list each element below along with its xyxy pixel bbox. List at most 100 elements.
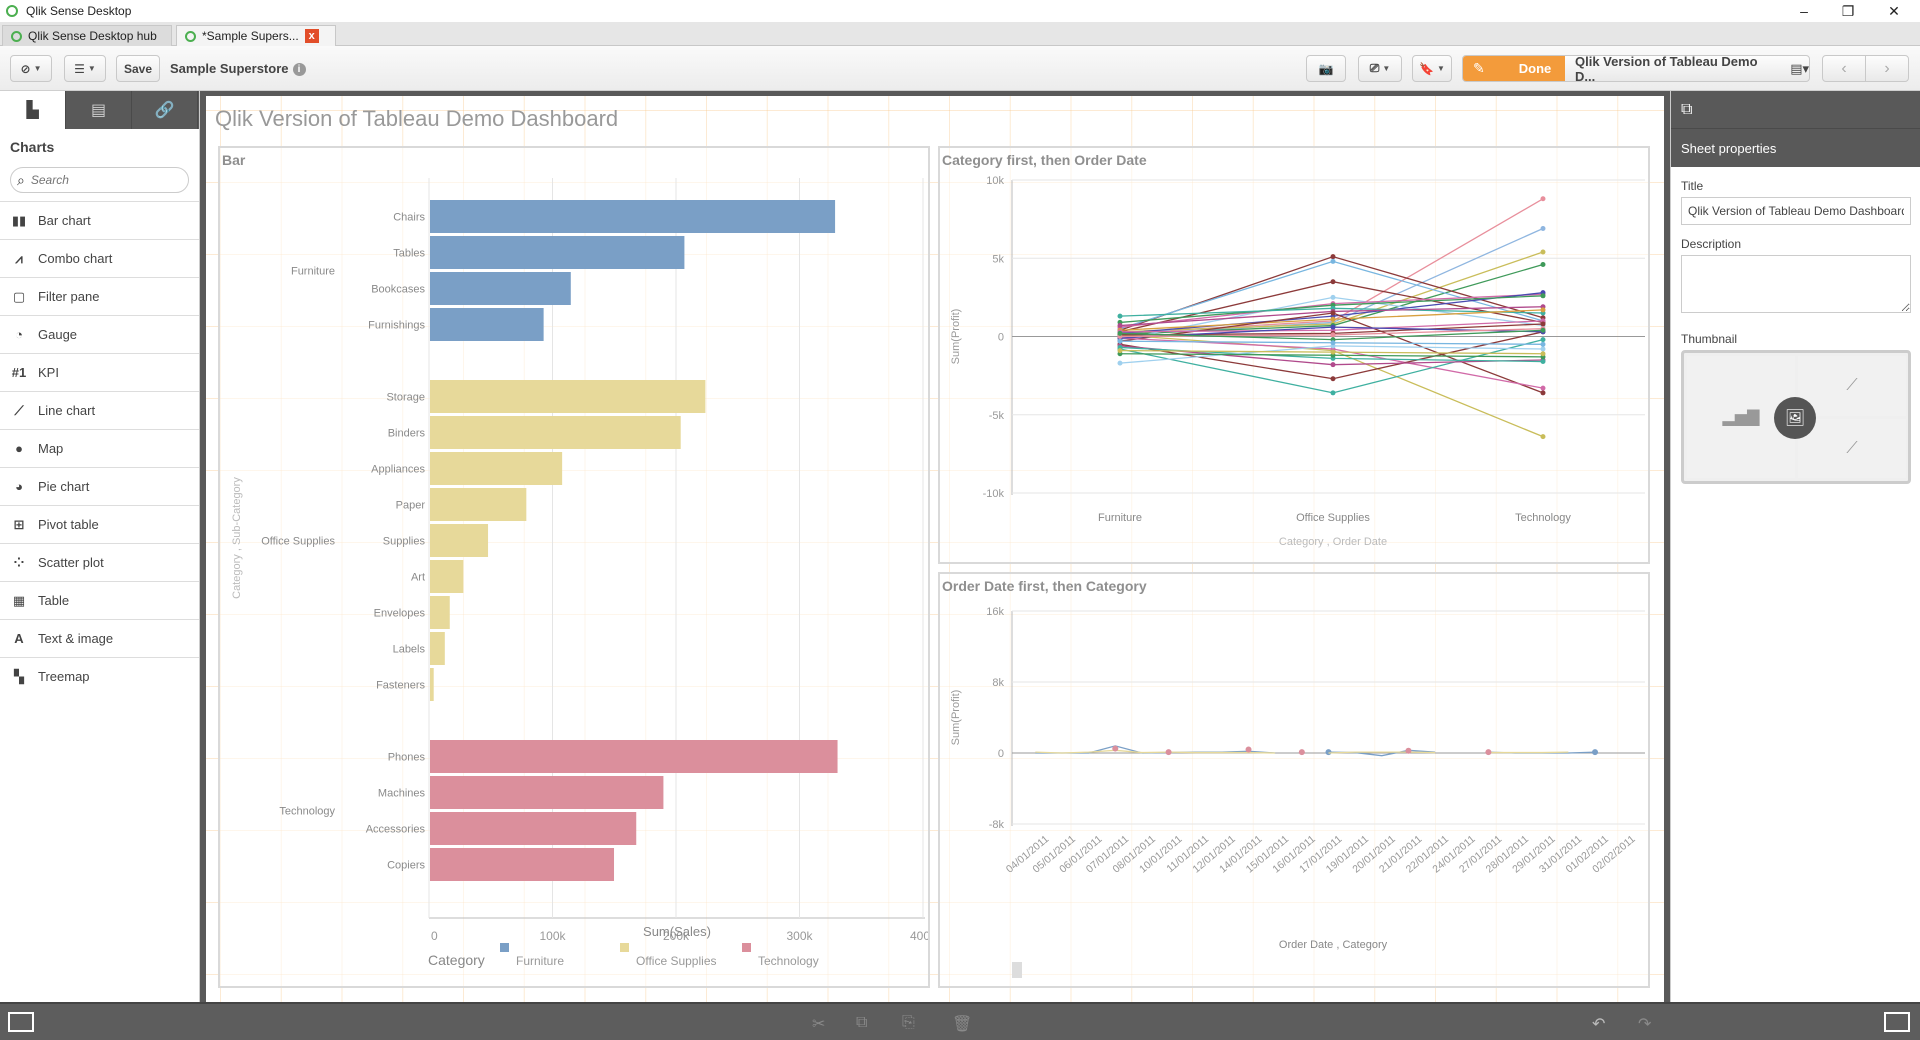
- data-point: [1540, 346, 1546, 352]
- fields-tab[interactable]: ▤: [66, 91, 132, 129]
- story-button[interactable]: ⎚ ▼: [1358, 55, 1402, 82]
- legend-swatch: [620, 943, 629, 952]
- data-point: [1330, 279, 1336, 285]
- sheet-selector[interactable]: Qlik Version of Tableau Demo D... ▤▾: [1565, 56, 1809, 81]
- chart-type-text-image[interactable]: A Text & image: [0, 619, 199, 657]
- info-icon[interactable]: i: [292, 63, 306, 77]
- chart-type-pie-chart[interactable]: ◕ Pie chart: [0, 467, 199, 505]
- data-point: [1540, 327, 1546, 333]
- caret-down-icon: ▼: [87, 64, 96, 73]
- treemap-icon: ▚: [14, 668, 24, 684]
- line-chart-category-card[interactable]: Category first, then Order Date 10k 5k 0 -5…: [938, 146, 1650, 564]
- redo-icon[interactable]: ↷: [1638, 1016, 1652, 1033]
- chart-type-label: Filter pane: [38, 289, 100, 304]
- chart-type-label: Table: [38, 593, 70, 608]
- legend-label: Technology: [758, 954, 819, 968]
- restore-button[interactable]: ❐: [1841, 2, 1855, 19]
- line-chart-1-svg: 10k 5k 0 -5k -10k Furniture Office Supplies Tec…: [950, 175, 1645, 548]
- chart-type-bar-chart[interactable]: ▮▮ Bar chart: [0, 201, 199, 239]
- global-menu-button[interactable]: ☰ ▼: [64, 55, 106, 82]
- done-button[interactable]: ✎ Done: [1463, 56, 1565, 81]
- chart-type-line-chart[interactable]: ⟋ Line chart: [0, 391, 199, 429]
- chart-type-treemap[interactable]: ▚ Treemap: [0, 657, 199, 695]
- toggle-left-panel-button[interactable]: [8, 1012, 34, 1032]
- bookmark-button[interactable]: 🔖 ▼: [1412, 55, 1452, 82]
- line-chart-icon: ⟋: [1846, 439, 1858, 457]
- data-point: [1540, 249, 1546, 255]
- thumbnail-preview[interactable]: ▂▅▇ ⟋ ⟋ 🖼: [1681, 350, 1911, 484]
- data-point: [1117, 323, 1123, 329]
- bar: [430, 488, 527, 521]
- cut-icon[interactable]: ✂: [812, 1016, 826, 1033]
- next-sheet-button[interactable]: ›: [1865, 55, 1909, 82]
- presentation-icon: ⎚: [1369, 61, 1380, 75]
- search-box[interactable]: ⌕: [10, 167, 189, 193]
- search-input[interactable]: [30, 173, 171, 187]
- chart-type-gauge[interactable]: ◔ Gauge: [0, 315, 199, 353]
- bar: [430, 380, 706, 413]
- x-axis-title: Category , Order Date: [1279, 536, 1387, 548]
- chart-type-map[interactable]: ● Map: [0, 429, 199, 467]
- undo-icon[interactable]: ↶: [1592, 1016, 1606, 1033]
- tab-sample-superstore[interactable]: *Sample Supers... x: [176, 25, 336, 46]
- data-point: [1540, 385, 1546, 391]
- chart-type-kpi[interactable]: #1 KPI: [0, 353, 199, 391]
- x-axis-title: Order Date , Category: [1279, 939, 1388, 951]
- camera-icon: 📷: [1318, 61, 1334, 76]
- description-input[interactable]: [1681, 255, 1911, 313]
- chart-type-filter-pane[interactable]: ▢ Filter pane: [0, 277, 199, 315]
- save-button[interactable]: Save: [116, 55, 160, 82]
- chart-type-label: Text & image: [38, 631, 114, 646]
- data-point: [1330, 254, 1336, 260]
- close-tab-icon[interactable]: x: [304, 29, 319, 43]
- paste-icon[interactable]: ⎘: [902, 1014, 915, 1031]
- chart-type-pivot-table[interactable]: ⊞ Pivot table: [0, 505, 199, 543]
- master-items-tab[interactable]: 🔗: [132, 91, 198, 129]
- list-icon: ☰: [74, 61, 85, 76]
- compass-icon: ⊘: [20, 61, 31, 76]
- bookmark-icon: 🔖: [1419, 61, 1435, 76]
- x-tick-label: 400k: [910, 929, 928, 943]
- toggle-right-panel-button[interactable]: [1884, 1012, 1910, 1032]
- x-axis-title: Sum(Sales): [643, 924, 711, 939]
- data-point: [1165, 749, 1172, 756]
- data-point: [1117, 348, 1123, 354]
- image-icon[interactable]: 🖼: [1774, 397, 1816, 439]
- data-point: [1540, 390, 1546, 396]
- chart-type-label: Pivot table: [38, 517, 99, 532]
- chart-title: Category first, then Order Date: [942, 152, 1147, 168]
- bar: [430, 452, 563, 485]
- bar: [430, 236, 685, 269]
- snapshot-button[interactable]: 📷: [1306, 55, 1346, 82]
- x-tick-label: 100k: [539, 929, 566, 943]
- bar-label: Furnishings: [368, 320, 425, 332]
- title-input[interactable]: [1681, 197, 1911, 225]
- bar-chart-card[interactable]: Bar 0 100k 200k 300k 400k Chairs Tables Bookcas…: [218, 146, 930, 988]
- close-window-button[interactable]: ✕: [1888, 2, 1900, 19]
- chart-type-scatter-plot[interactable]: ⁘ Scatter plot: [0, 543, 199, 581]
- minimize-button[interactable]: –: [1800, 3, 1808, 19]
- tab-hub[interactable]: Qlik Sense Desktop hub: [2, 25, 172, 46]
- bar-label: Bookcases: [371, 284, 425, 296]
- bar-label: Envelopes: [374, 608, 426, 620]
- previous-sheet-button[interactable]: ‹: [1822, 55, 1866, 82]
- caret-down-icon: ▼: [1382, 64, 1391, 73]
- bar: [430, 200, 836, 233]
- line-chart-date-card[interactable]: Order Date first, then Category 16k 8k 0 -8…: [938, 572, 1650, 988]
- x-tick-label: 300k: [786, 929, 813, 943]
- properties-header: Sheet properties: [1671, 129, 1920, 167]
- bar-label: Machines: [378, 788, 426, 800]
- tab-label: Qlik Sense Desktop hub: [28, 29, 157, 43]
- bar-label: Supplies: [383, 536, 426, 548]
- delete-icon[interactable]: 🗑: [952, 1016, 973, 1033]
- chart-type-table[interactable]: ▦ Table: [0, 581, 199, 619]
- charts-tab[interactable]: ▙: [0, 91, 66, 129]
- data-point: [1330, 362, 1336, 368]
- copy-icon[interactable]: ⧉: [856, 1014, 868, 1031]
- category-label: Technology: [279, 806, 335, 818]
- line-chart-icon: ⟋: [14, 402, 24, 418]
- navigation-menu-button[interactable]: ⊘ ▼: [10, 55, 52, 82]
- data-point: [1117, 330, 1123, 336]
- properties-top: ⧉: [1671, 91, 1920, 129]
- chart-type-combo-chart[interactable]: ⩘ Combo chart: [0, 239, 199, 277]
